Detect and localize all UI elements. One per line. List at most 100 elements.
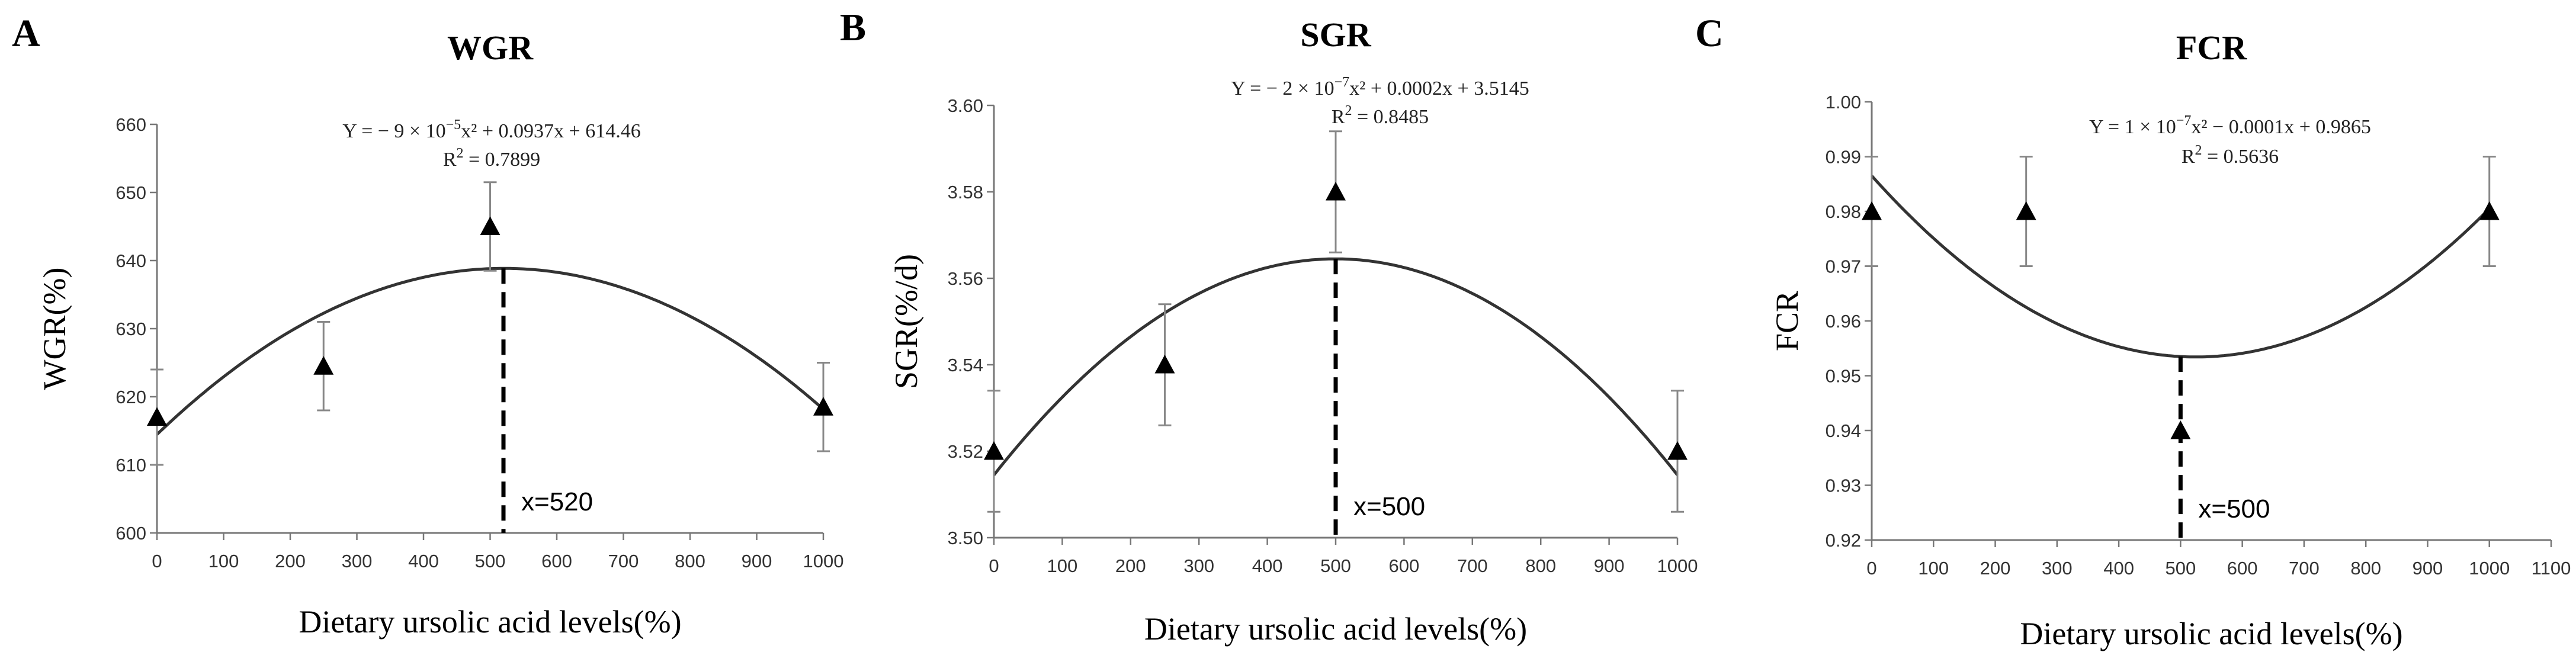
optimum-label: x=500 [1353,492,1425,521]
data-point [313,356,334,375]
optimum-label: x=500 [2198,494,2270,523]
x-tick-label: 900 [2413,558,2443,579]
chart-title: WGR [447,28,534,67]
x-tick-label: 600 [541,551,572,571]
equation-exponent: −7 [1334,75,1350,90]
r2-symbol: R [2182,146,2195,168]
data-point [2016,201,2036,220]
regression-equation: Y = − 9 × 10−5x² + 0.0937x + 614.46 [342,117,640,142]
data-point [1862,201,1882,220]
data-point [813,397,833,416]
x-tick-label: 800 [2350,558,2381,579]
x-tick-label: 400 [408,551,439,571]
r-squared: R2 = 0.7899 [443,146,540,171]
equation-exponent: −5 [446,117,461,133]
panel-letter: C [1695,12,1724,55]
y-tick-label: 0.95 [1826,366,1861,387]
r2-symbol: R [1332,106,1345,128]
x-tick-label: 500 [1320,555,1351,576]
x-tick-label: 0 [989,555,999,576]
x-tick-label: 800 [675,551,705,571]
y-tick-label: 0.93 [1826,476,1861,496]
fitted-curve [156,266,825,436]
y-tick-label: 0.92 [1826,530,1861,551]
panel-letter: B [840,6,866,49]
data-point [480,216,501,235]
chart-panel-a: A WGR 600 610 620 630 640 650 660 0 100 200 300 400 50… [12,12,843,640]
fitted-curve [1871,175,2491,359]
x-tick-label: 200 [1115,555,1146,576]
y-tick-label: 650 [116,182,146,203]
equation-exponent: −7 [2176,113,2192,128]
x-tick-label: 100 [208,551,239,571]
y-tick-label: 0.99 [1826,147,1861,168]
r2-value: = 0.8485 [1352,106,1429,128]
x-tick-label: 900 [742,551,772,571]
y-tick-label: 0.96 [1826,311,1861,332]
y-tick-label: 3.52 [948,441,983,462]
x-tick-label: 600 [1389,555,1420,576]
x-tick-label: 300 [342,551,373,571]
x-tick-label: 100 [1047,555,1078,576]
y-tick-label: 1.00 [1826,92,1861,113]
x-tick-label: 1100 [2532,558,2571,579]
x-tick-label: 500 [2165,558,2196,579]
equation-rest: x² + 0.0002x + 3.5145 [1349,78,1529,99]
x-tick-label: 0 [152,551,162,571]
y-tick-label: 610 [116,455,146,476]
chart-title: FCR [2176,28,2247,67]
x-tick-label: 500 [475,551,506,571]
panel-letter: A [12,12,40,55]
regression-equation: Y = − 2 × 10−7x² + 0.0002x + 3.5145 [1231,75,1529,99]
y-tick-label: 3.60 [948,95,983,116]
equation-main: Y = − 9 × 10 [342,120,445,142]
x-tick-label: 1000 [1657,555,1698,576]
x-axis-label: Dietary ursolic acid levels(%) [1144,611,1527,647]
r-squared: R2 = 0.8485 [1332,103,1429,128]
y-tick-label: 600 [116,523,146,544]
y-axis-label: WGR(%) [37,268,72,390]
r2-value: = 0.5636 [2202,146,2279,168]
y-axis-label: FCR [1769,291,1805,351]
equation-rest: x² + 0.0937x + 614.46 [461,120,641,142]
y-tick-label: 0.94 [1826,420,1861,441]
x-tick-label: 400 [1252,555,1283,576]
x-tick-label: 200 [1980,558,2011,579]
x-tick-label: 600 [2227,558,2258,579]
equation-main: Y = 1 × 10 [2089,116,2176,138]
data-point [2479,201,2500,220]
y-tick-label: 620 [116,387,146,407]
x-tick-label: 700 [2289,558,2320,579]
x-tick-label: 200 [275,551,306,571]
x-tick-label: 300 [1183,555,1214,576]
data-point [2170,420,2191,439]
x-tick-label: 900 [1594,555,1625,576]
x-tick-label: 700 [1457,555,1488,576]
chart-panel-b: B SGR 3.50 3.52 3.54 3.56 3.58 3.60 0 100 200 300 40… [840,6,1698,647]
data-point [1667,441,1688,460]
y-tick-label: 3.56 [948,268,983,289]
equation-main: Y = − 2 × 10 [1231,78,1334,99]
x-axis-label: Dietary ursolic acid levels(%) [2020,616,2402,651]
x-axis-label: Dietary ursolic acid levels(%) [299,604,681,640]
x-tick-label: 300 [2042,558,2073,579]
equation-rest: x² − 0.0001x + 0.9865 [2191,116,2371,138]
data-point [147,407,167,426]
y-tick-label: 0.97 [1826,256,1861,277]
regression-equation: Y = 1 × 10−7x² − 0.0001x + 0.9865 [2089,113,2371,138]
x-tick-label: 400 [2103,558,2134,579]
data-point [1326,182,1346,201]
x-tick-label: 100 [1918,558,1949,579]
data-point [1154,355,1175,374]
r2-superscript: 2 [2195,143,2202,158]
x-tick-label: 800 [1525,555,1556,576]
y-tick-label: 3.58 [948,182,983,203]
y-tick-label: 640 [116,250,146,271]
x-tick-label: 1000 [803,551,844,571]
data-point [984,441,1004,460]
y-tick-label: 660 [116,114,146,135]
optimum-label: x=520 [521,487,593,516]
r-squared: R2 = 0.5636 [2182,143,2279,168]
y-axis-label: SGR(%/d) [888,254,924,389]
